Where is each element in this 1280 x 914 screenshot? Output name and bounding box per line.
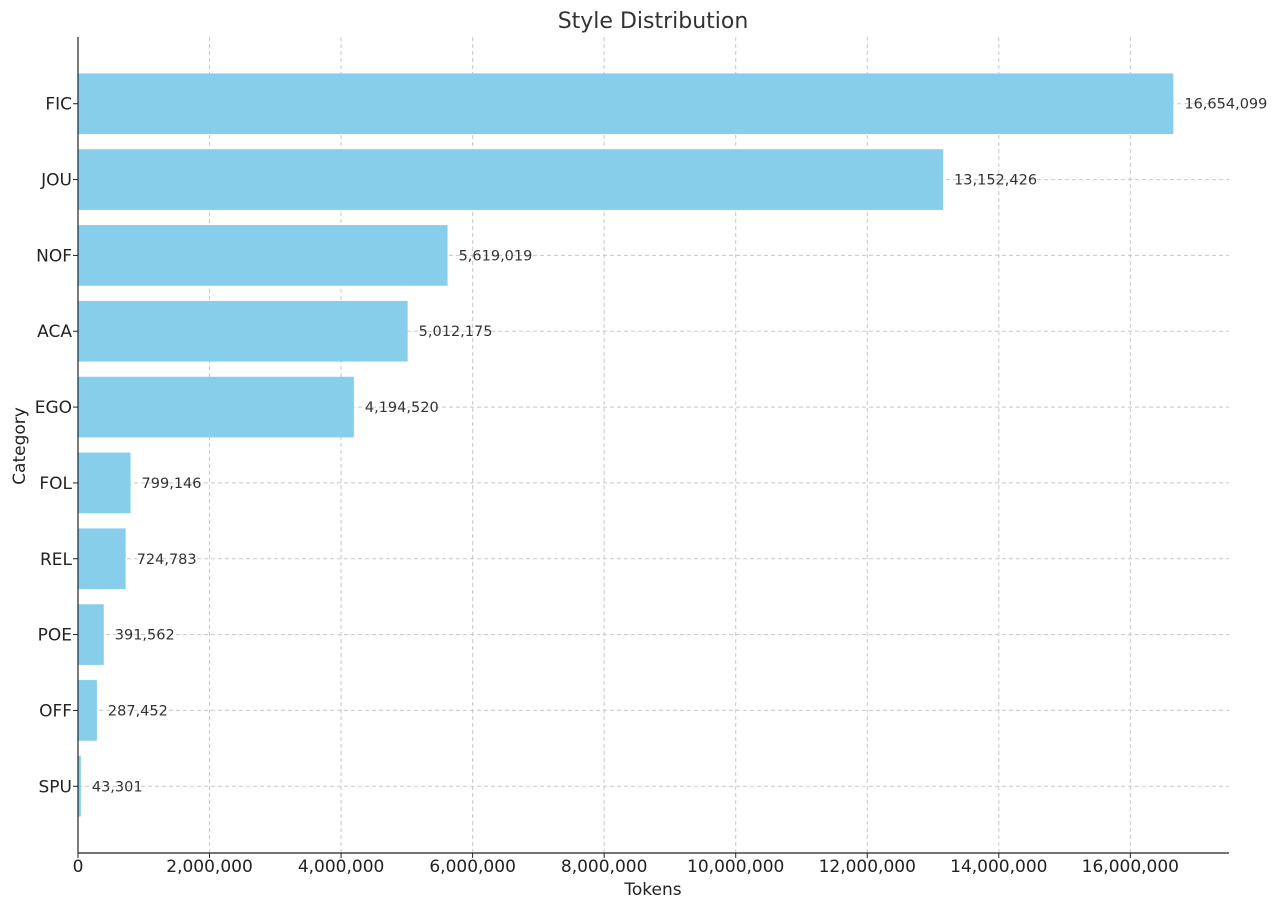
x-tick-label: 4,000,000 — [298, 857, 385, 877]
data-label-fol: 799,146 — [142, 476, 202, 492]
bar-spu — [78, 755, 81, 817]
bar-nof — [78, 225, 448, 286]
data-label-nof: 5,619,019 — [459, 248, 533, 264]
y-tick-label-fic: FIC — [45, 95, 72, 115]
x-axis-title: Tokens — [623, 880, 681, 900]
x-tick-label: 2,000,000 — [166, 857, 253, 877]
x-tick-label: 12,000,000 — [819, 857, 916, 877]
y-tick-label-off: OFF — [39, 701, 72, 721]
bar-off — [78, 680, 97, 741]
data-label-jou: 13,152,426 — [954, 173, 1037, 189]
x-tick-label: 6,000,000 — [429, 857, 516, 877]
bar-ego — [78, 376, 354, 438]
data-label-fic: 16,654,099 — [1184, 97, 1267, 113]
y-tick-label-aca: ACA — [37, 322, 72, 342]
data-label-poe: 391,562 — [115, 628, 175, 644]
y-tick-label-spu: SPU — [39, 777, 73, 797]
x-tick-label: 0 — [73, 857, 84, 877]
y-tick-label-ego: EGO — [35, 398, 72, 418]
y-tick-label-fol: FOL — [39, 474, 72, 494]
bar-poe — [78, 604, 104, 665]
x-tick-label: 8,000,000 — [561, 857, 648, 877]
y-tick-label-jou: JOU — [40, 171, 72, 191]
chart-title: Style Distribution — [558, 9, 749, 34]
axes: 0 2,000,000 4,000,000 6,000,000 8,000,000 10,… — [35, 37, 1229, 877]
data-label-ego: 4,194,520 — [365, 400, 439, 416]
x-tick-label: 16,000,000 — [1082, 857, 1179, 877]
bar-rel — [78, 528, 126, 590]
x-tick-label: 14,000,000 — [950, 857, 1047, 877]
data-label-rel: 724,783 — [137, 552, 197, 568]
data-label-spu: 43,301 — [92, 779, 143, 795]
bar-fic — [78, 73, 1174, 135]
y-tick-label-nof: NOF — [36, 246, 72, 266]
x-tick-label: 10,000,000 — [687, 857, 784, 877]
bar-jou — [78, 149, 944, 210]
data-label-aca: 5,012,175 — [419, 324, 493, 340]
data-label-off: 287,452 — [108, 703, 168, 719]
y-axis-title: Category — [10, 407, 30, 485]
bar-aca — [78, 300, 408, 362]
y-tick-label-rel: REL — [40, 550, 73, 570]
bars — [78, 73, 1174, 817]
y-tick-label-poe: POE — [38, 626, 72, 646]
data-labels: 16,654,099 13,152,426 5,619,019 5,012,175 4,… — [92, 97, 1268, 796]
bar-fol — [78, 452, 131, 514]
